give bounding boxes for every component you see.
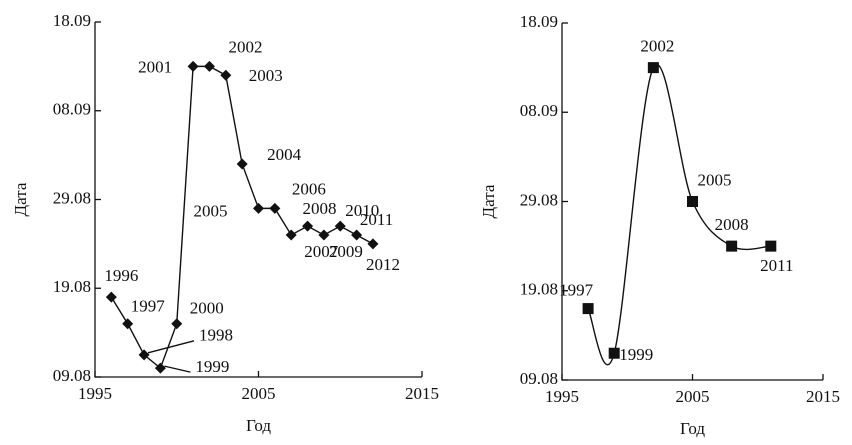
point — [253, 202, 264, 214]
point-label: 2003 — [249, 66, 283, 85]
y-axis-title: Дата — [11, 182, 30, 216]
point — [269, 202, 281, 214]
point-label: 2011 — [760, 256, 793, 275]
point — [582, 303, 594, 315]
x-axis-title: Год — [246, 416, 271, 435]
point-label: 1997 — [131, 297, 166, 316]
y-tick-label: 29.08 — [53, 188, 91, 207]
point — [608, 347, 620, 359]
point — [647, 62, 659, 74]
point — [105, 291, 117, 303]
point-label: 2000 — [190, 299, 224, 318]
point — [154, 362, 166, 374]
point-label: 1999 — [619, 345, 653, 364]
point-label: 2005 — [194, 201, 228, 220]
point — [687, 196, 698, 207]
y-tick-label: 29.08 — [520, 190, 558, 209]
point — [351, 229, 363, 241]
point — [318, 229, 330, 241]
point — [187, 60, 199, 72]
point-label: 2008 — [715, 215, 749, 234]
point-label: 2010 — [345, 201, 379, 220]
point — [220, 69, 232, 81]
leader-line — [147, 340, 195, 354]
point — [138, 349, 150, 361]
point-label: 2008 — [303, 199, 337, 218]
x-tick-label: 2015 — [806, 387, 840, 406]
point-label: 2002 — [640, 37, 674, 56]
point — [171, 318, 183, 330]
point — [302, 220, 314, 232]
point — [726, 240, 738, 252]
point — [367, 238, 379, 250]
x-axis-title: Год — [680, 419, 705, 438]
y-tick-label: 19.08 — [520, 280, 558, 299]
point — [765, 240, 777, 252]
point-label: 2002 — [228, 37, 262, 56]
point — [122, 318, 134, 330]
x-tick-label: 1995 — [78, 384, 112, 403]
point-label: 1998 — [199, 326, 233, 345]
leader-line — [164, 365, 191, 373]
point-label: 2001 — [138, 57, 172, 76]
x-tick-label: 2005 — [242, 384, 276, 403]
y-axis-title: Дата — [479, 184, 498, 218]
y-tick-label: 09.08 — [520, 369, 558, 388]
point-label: 2004 — [267, 145, 302, 164]
x-tick-label: 2005 — [676, 387, 710, 406]
point-label: 2007 — [304, 242, 339, 261]
point — [285, 229, 297, 241]
x-tick-label: 2015 — [405, 384, 439, 403]
point-label: 2006 — [292, 179, 326, 198]
y-tick-label: 08.09 — [520, 101, 558, 120]
point-label: 2011 — [360, 210, 393, 229]
point-label: 1999 — [195, 357, 229, 376]
y-tick-label: 18.09 — [520, 12, 558, 31]
y-tick-label: 09.08 — [53, 366, 91, 385]
point-label: 1996 — [104, 266, 138, 285]
point — [236, 158, 248, 170]
point — [334, 220, 346, 232]
point — [203, 60, 215, 72]
x-tick-label: 1995 — [545, 387, 579, 406]
y-tick-label: 08.09 — [53, 100, 91, 119]
point-label: 2012 — [366, 255, 400, 274]
point-label: 2009 — [329, 242, 363, 261]
point-label: 1997 — [559, 281, 594, 300]
y-tick-label: 18.09 — [53, 11, 91, 30]
y-tick-label: 19.08 — [53, 277, 91, 296]
point-label: 2005 — [698, 170, 732, 189]
